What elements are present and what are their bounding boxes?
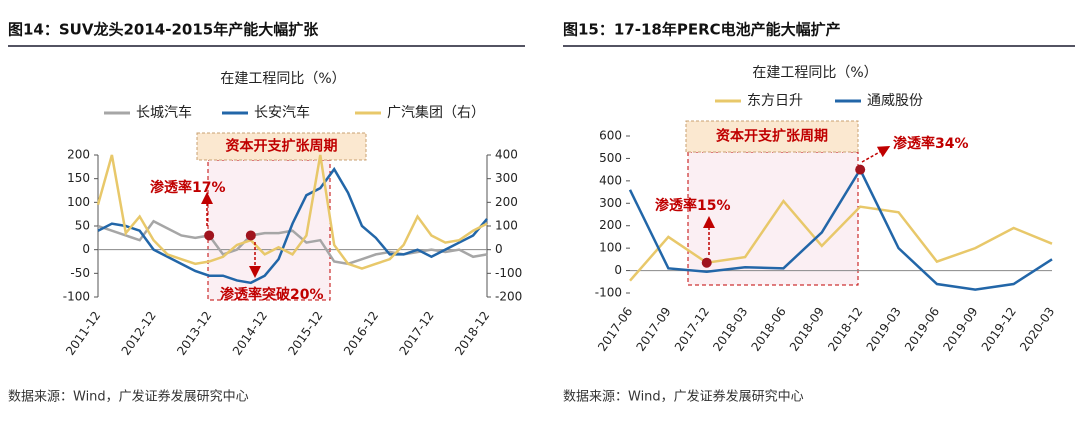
figure-title: 图14：SUV龙头2014-2015年产能大幅扩张 xyxy=(8,21,319,39)
period-label-box xyxy=(196,132,367,161)
y-tick-label: 100 xyxy=(599,241,622,255)
x-tick-label: 2014-12 xyxy=(230,309,270,358)
legend-label: 东方日升 xyxy=(747,93,803,109)
y-tick-label: 500 xyxy=(599,151,622,165)
legend-label: 通威股份 xyxy=(867,93,923,109)
legend-label: 长城汽车 xyxy=(136,104,192,121)
x-tick-label: 2015-12 xyxy=(285,309,325,358)
y-tick-label: 100 xyxy=(67,195,90,209)
y2-tick-label: 100 xyxy=(495,219,518,233)
y-tick-label: 200 xyxy=(599,218,622,232)
y-tick-label: 0 xyxy=(614,263,622,277)
period-label: 资本开支扩张周期 xyxy=(716,128,828,145)
x-tick-label: 2017-12 xyxy=(672,305,712,354)
x-tick-label: 2018-03 xyxy=(710,305,750,354)
x-tick-label: 2019-06 xyxy=(902,305,942,354)
annotation: 渗透率17% xyxy=(150,179,226,196)
legend-label: 广汽集团（右） xyxy=(387,104,485,121)
source: 数据来源：Wind，广发证券发展研究中心 xyxy=(563,389,804,405)
series-line xyxy=(629,198,1053,282)
subtitle: 在建工程同比（%） xyxy=(752,65,877,81)
y-tick-label: 400 xyxy=(599,173,622,187)
x-tick-label: 2018-12 xyxy=(825,305,865,354)
y2-tick-label: 400 xyxy=(495,148,518,162)
y-tick-label: -100 xyxy=(595,286,622,300)
x-tick-label: 2018-09 xyxy=(787,305,827,354)
y2-tick-label: -200 xyxy=(495,290,522,304)
y-tick-label: 200 xyxy=(67,148,90,162)
annotation: 渗透率15% xyxy=(655,197,731,214)
annotation: 渗透率34% xyxy=(893,135,969,152)
x-tick-label: 2019-12 xyxy=(979,305,1019,354)
highlight-point xyxy=(855,164,866,175)
subtitle: 在建工程同比（%） xyxy=(220,71,345,87)
y2-tick-label: 0 xyxy=(495,242,503,256)
y-tick-label: 300 xyxy=(599,196,622,210)
x-tick-label: 2017-12 xyxy=(397,309,437,358)
series-line xyxy=(96,154,488,270)
figure-title: 图15：17-18年PERC电池产能大幅扩产 xyxy=(563,21,841,39)
x-tick-label: 2011-12 xyxy=(63,309,103,358)
series-line xyxy=(628,167,1053,291)
arrow xyxy=(861,146,891,163)
source: 数据来源：Wind，广发证券发展研究中心 xyxy=(8,389,249,405)
x-tick-label: 2018-06 xyxy=(749,305,789,354)
x-tick-label: 2017-09 xyxy=(633,305,673,354)
series-line xyxy=(97,166,488,285)
highlight-point xyxy=(701,257,712,268)
annotation: 渗透率突破20% xyxy=(220,286,324,303)
y-tick-label: -100 xyxy=(63,290,90,304)
x-tick-label: 2016-12 xyxy=(341,309,381,358)
y-tick-label: 0 xyxy=(82,242,90,256)
y2-tick-label: 300 xyxy=(495,171,518,185)
period-label-box xyxy=(685,120,859,153)
x-tick-label: 2017-06 xyxy=(595,305,635,354)
period-label: 资本开支扩张周期 xyxy=(226,138,338,155)
y2-tick-label: -100 xyxy=(495,266,522,280)
x-tick-label: 2012-12 xyxy=(119,309,159,358)
x-tick-label: 2020-03 xyxy=(1017,305,1057,354)
highlight-point xyxy=(204,230,215,241)
x-tick-label: 2019-09 xyxy=(940,305,980,354)
y-tick-label: -50 xyxy=(70,266,90,280)
x-tick-label: 2018-12 xyxy=(452,309,492,358)
y-tick-label: 50 xyxy=(75,219,90,233)
x-tick-label: 2019-03 xyxy=(864,305,904,354)
y2-tick-label: 200 xyxy=(495,195,518,209)
period-shade xyxy=(207,159,331,301)
legend-label: 长安汽车 xyxy=(254,104,310,121)
y-tick-label: 600 xyxy=(599,129,622,143)
y-tick-label: 150 xyxy=(67,171,90,185)
highlight-point xyxy=(245,230,256,241)
x-tick-label: 2013-12 xyxy=(174,309,214,358)
